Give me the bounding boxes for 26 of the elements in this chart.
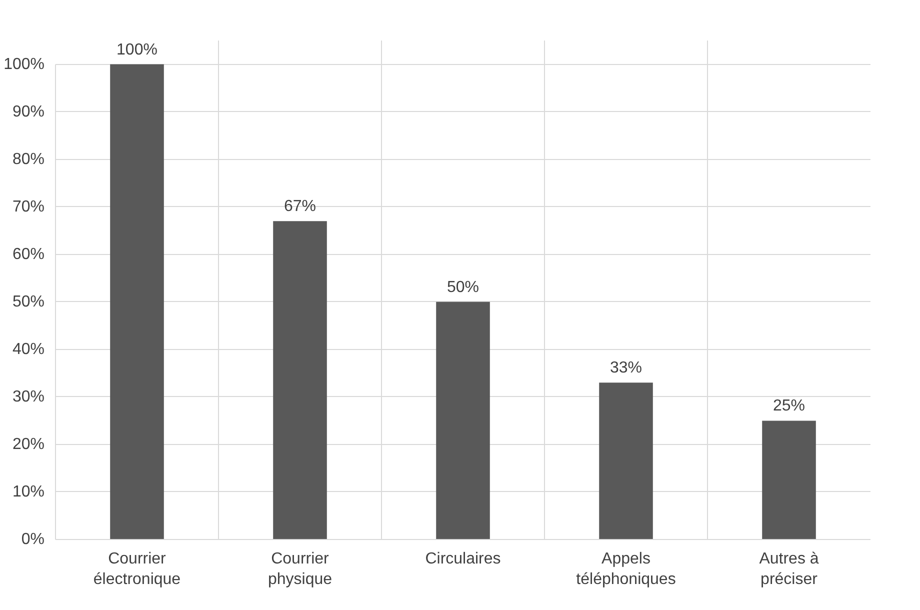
y-tick-label: 90%	[12, 103, 45, 120]
y-tick-label: 20%	[12, 436, 45, 453]
bar	[599, 382, 653, 540]
data-label: 25%	[772, 398, 806, 415]
y-tick-label: 30%	[12, 388, 45, 406]
y-tick-label: 40%	[12, 340, 45, 358]
x-tick-label: Courrier physique	[268, 550, 332, 588]
y-tick-label: 100%	[4, 56, 44, 73]
y-tick-label: 70%	[12, 198, 45, 216]
x-tick-label: Autres à préciser	[759, 550, 819, 588]
data-label: 67%	[284, 198, 316, 216]
y-tick-label: 60%	[12, 246, 45, 263]
x-tick-label: Circulaires	[425, 550, 501, 568]
data-label: 100%	[116, 41, 158, 58]
x-tick-label: Courrier électronique	[93, 550, 181, 588]
y-tick-label: 50%	[12, 293, 45, 310]
bar	[110, 64, 164, 540]
y-tick-label: 80%	[12, 150, 45, 168]
bar	[762, 420, 816, 540]
y-tick-label: 10%	[12, 483, 45, 500]
x-tick-label: Appels téléphoniques	[576, 550, 676, 588]
data-label: 50%	[446, 278, 480, 296]
data-label: 33%	[610, 360, 642, 377]
bar	[436, 302, 490, 540]
y-tick-label: 0%	[21, 531, 44, 548]
bar	[273, 221, 327, 540]
